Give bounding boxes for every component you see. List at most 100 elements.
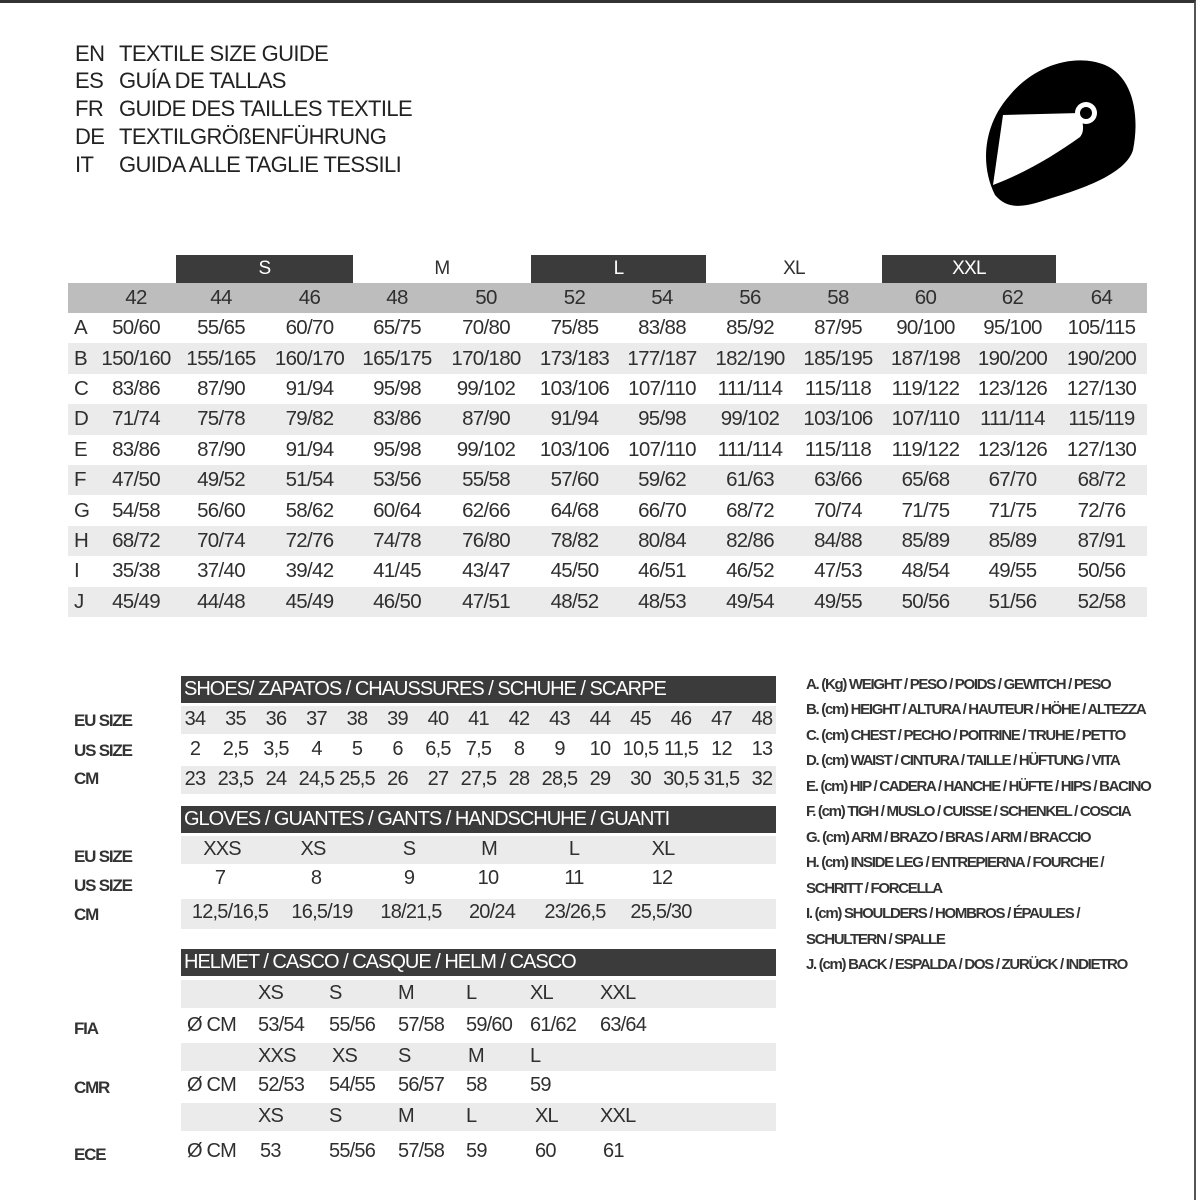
table-cell: 103/106	[794, 404, 882, 435]
gloves-cell: XXS	[203, 838, 241, 860]
shoes-cell: 47	[711, 708, 732, 730]
row-label: C	[74, 376, 89, 400]
column-header: 60	[882, 283, 969, 313]
shoes-cell: 11,5	[663, 738, 699, 760]
table-cell: 123/126	[977, 437, 1048, 461]
table-cell: 54/58	[112, 498, 161, 522]
title-text: GUIDE DES TAILLES TEXTILE	[119, 96, 413, 121]
table-cell: 62/66	[462, 498, 511, 522]
gloves-cell: 23/26,5	[544, 901, 606, 923]
language-code: FR	[75, 96, 104, 121]
table-cell: 83/86	[112, 437, 161, 461]
table-cell: 115/119	[1056, 404, 1147, 435]
table-cell: 95/98	[618, 404, 706, 435]
row-label: I	[74, 559, 80, 583]
helmet-size: M	[398, 1105, 415, 1127]
title-line: DE TEXTILGRÖßENFÜHRUNG	[75, 123, 387, 151]
helmet-value: 58	[466, 1074, 487, 1096]
table-cell: 45/49	[266, 586, 353, 617]
helmet-size-row-background	[181, 1043, 776, 1071]
gloves-cell: 12,5/16,5	[191, 901, 269, 923]
table-cell: 119/122	[891, 437, 960, 461]
shoes-cell: 6	[392, 738, 403, 760]
table-cell: 75/78	[176, 404, 266, 435]
table-cell: 76/80	[441, 525, 531, 557]
gloves-cell: 18/21,5	[380, 901, 442, 923]
helmet-size: XS	[332, 1045, 358, 1067]
shoes-cell: 43	[549, 708, 570, 730]
table-cell: 74/78	[353, 525, 441, 557]
shoes-cell: 24,5	[298, 768, 336, 790]
helmet-icon	[986, 60, 1136, 206]
column-header: 46	[266, 283, 353, 313]
table-cell: 47/53	[814, 559, 863, 583]
table-row: D 71/74 75/78 79/82 83/86 87/90 91/94 95/98 99/1…	[68, 404, 1147, 435]
shoes-cell: 13	[751, 738, 773, 760]
language-code: ES	[75, 68, 104, 93]
shoes-row-label: EU SIZE	[74, 711, 133, 730]
size-group-label: L	[531, 255, 706, 283]
helmet-value: 61	[603, 1140, 624, 1162]
table-row: J 45/49 44/48 45/49 46/50 47/51 48/52 48/53 49/5…	[68, 586, 1147, 617]
shoes-cell: 6,5	[425, 738, 451, 760]
table-cell: 78/82	[531, 525, 618, 557]
table-cell: 80/84	[618, 525, 706, 557]
legend-line: H. (cm) INSIDE LEG / ENTREPIERNA / FOURC…	[806, 854, 1105, 871]
table-cell: 41/45	[373, 559, 422, 583]
helmet-size: L	[466, 1105, 477, 1127]
size-group-label: XL	[783, 258, 806, 279]
shoes-cell: 30	[630, 768, 651, 790]
gloves-cell: 8	[310, 867, 322, 889]
legend-line: SCHRITT / FORCELLA	[806, 880, 943, 897]
table-cell: 50/56	[882, 586, 969, 617]
gloves-cell: 25,5/30	[630, 901, 692, 923]
table-row: B 150/160 155/165 160/170 165/175 170/180 173/…	[68, 343, 1147, 374]
table-cell: 111/114	[717, 376, 783, 400]
helmet-value: 63/64	[600, 1014, 647, 1036]
title-line: FR GUIDE DES TAILLES TEXTILE	[75, 95, 413, 123]
table-cell: 90/100	[896, 316, 955, 340]
row-label: A	[74, 316, 88, 340]
shoes-cell: 32	[751, 768, 773, 790]
helmet-size: M	[468, 1045, 485, 1067]
table-cell: 49/54	[706, 586, 794, 617]
table-cell: 61/63	[706, 464, 794, 496]
gloves-cell: 9	[403, 867, 415, 889]
helmet-value: 57/58	[398, 1140, 445, 1162]
title-line: ES GUÍA DE TALLAS	[75, 67, 286, 95]
table-cell: 165/175	[353, 343, 441, 374]
shoes-cell: 35	[225, 708, 246, 730]
table-cell: 87/90	[197, 376, 246, 400]
shoes-cell: 40	[427, 708, 449, 730]
shoes-cell: 3,5	[263, 738, 289, 760]
helmet-standard-label: ECE	[74, 1145, 107, 1164]
helmet-value: 55/56	[329, 1140, 376, 1162]
gloves-cell: L	[568, 838, 580, 860]
helmet-value: 59/60	[466, 1014, 513, 1036]
table-cell: 57/60	[531, 464, 618, 496]
table-cell: 49/52	[176, 464, 266, 496]
legend-line: C. (cm) CHEST / PECHO / POITRINE / TRUHE…	[806, 727, 1126, 744]
helmet-size: XS	[258, 1105, 284, 1127]
table-cell: 84/88	[794, 525, 882, 557]
shoes-cell: 25,5	[339, 768, 376, 790]
column-header: 44	[176, 283, 266, 313]
helmet-value: 56/57	[398, 1074, 445, 1096]
table-cell: 63/66	[794, 464, 882, 496]
shoes-row-background	[181, 706, 776, 734]
column-header: 42	[96, 283, 176, 313]
table-cell: 91/94	[531, 404, 618, 435]
legend-line: F. (cm) TIGH / MUSLO / CUISSE / SCHENKEL…	[806, 803, 1132, 820]
row-label: D	[68, 404, 96, 435]
table-cell: 70/74	[814, 498, 863, 522]
table-cell: 95/100	[983, 316, 1042, 340]
table-cell: 37/40	[197, 559, 246, 583]
helmet-value: 61/62	[530, 1014, 577, 1036]
size-group-label: XXL	[882, 255, 1056, 283]
table-cell: 46/50	[353, 586, 441, 617]
table-cell: 119/122	[891, 376, 960, 400]
table-cell: 47/50	[96, 464, 176, 496]
table-cell: 49/55	[794, 586, 882, 617]
helmet-unit-label: Ø CM	[187, 1140, 237, 1162]
shoes-cell: 2	[189, 738, 201, 760]
